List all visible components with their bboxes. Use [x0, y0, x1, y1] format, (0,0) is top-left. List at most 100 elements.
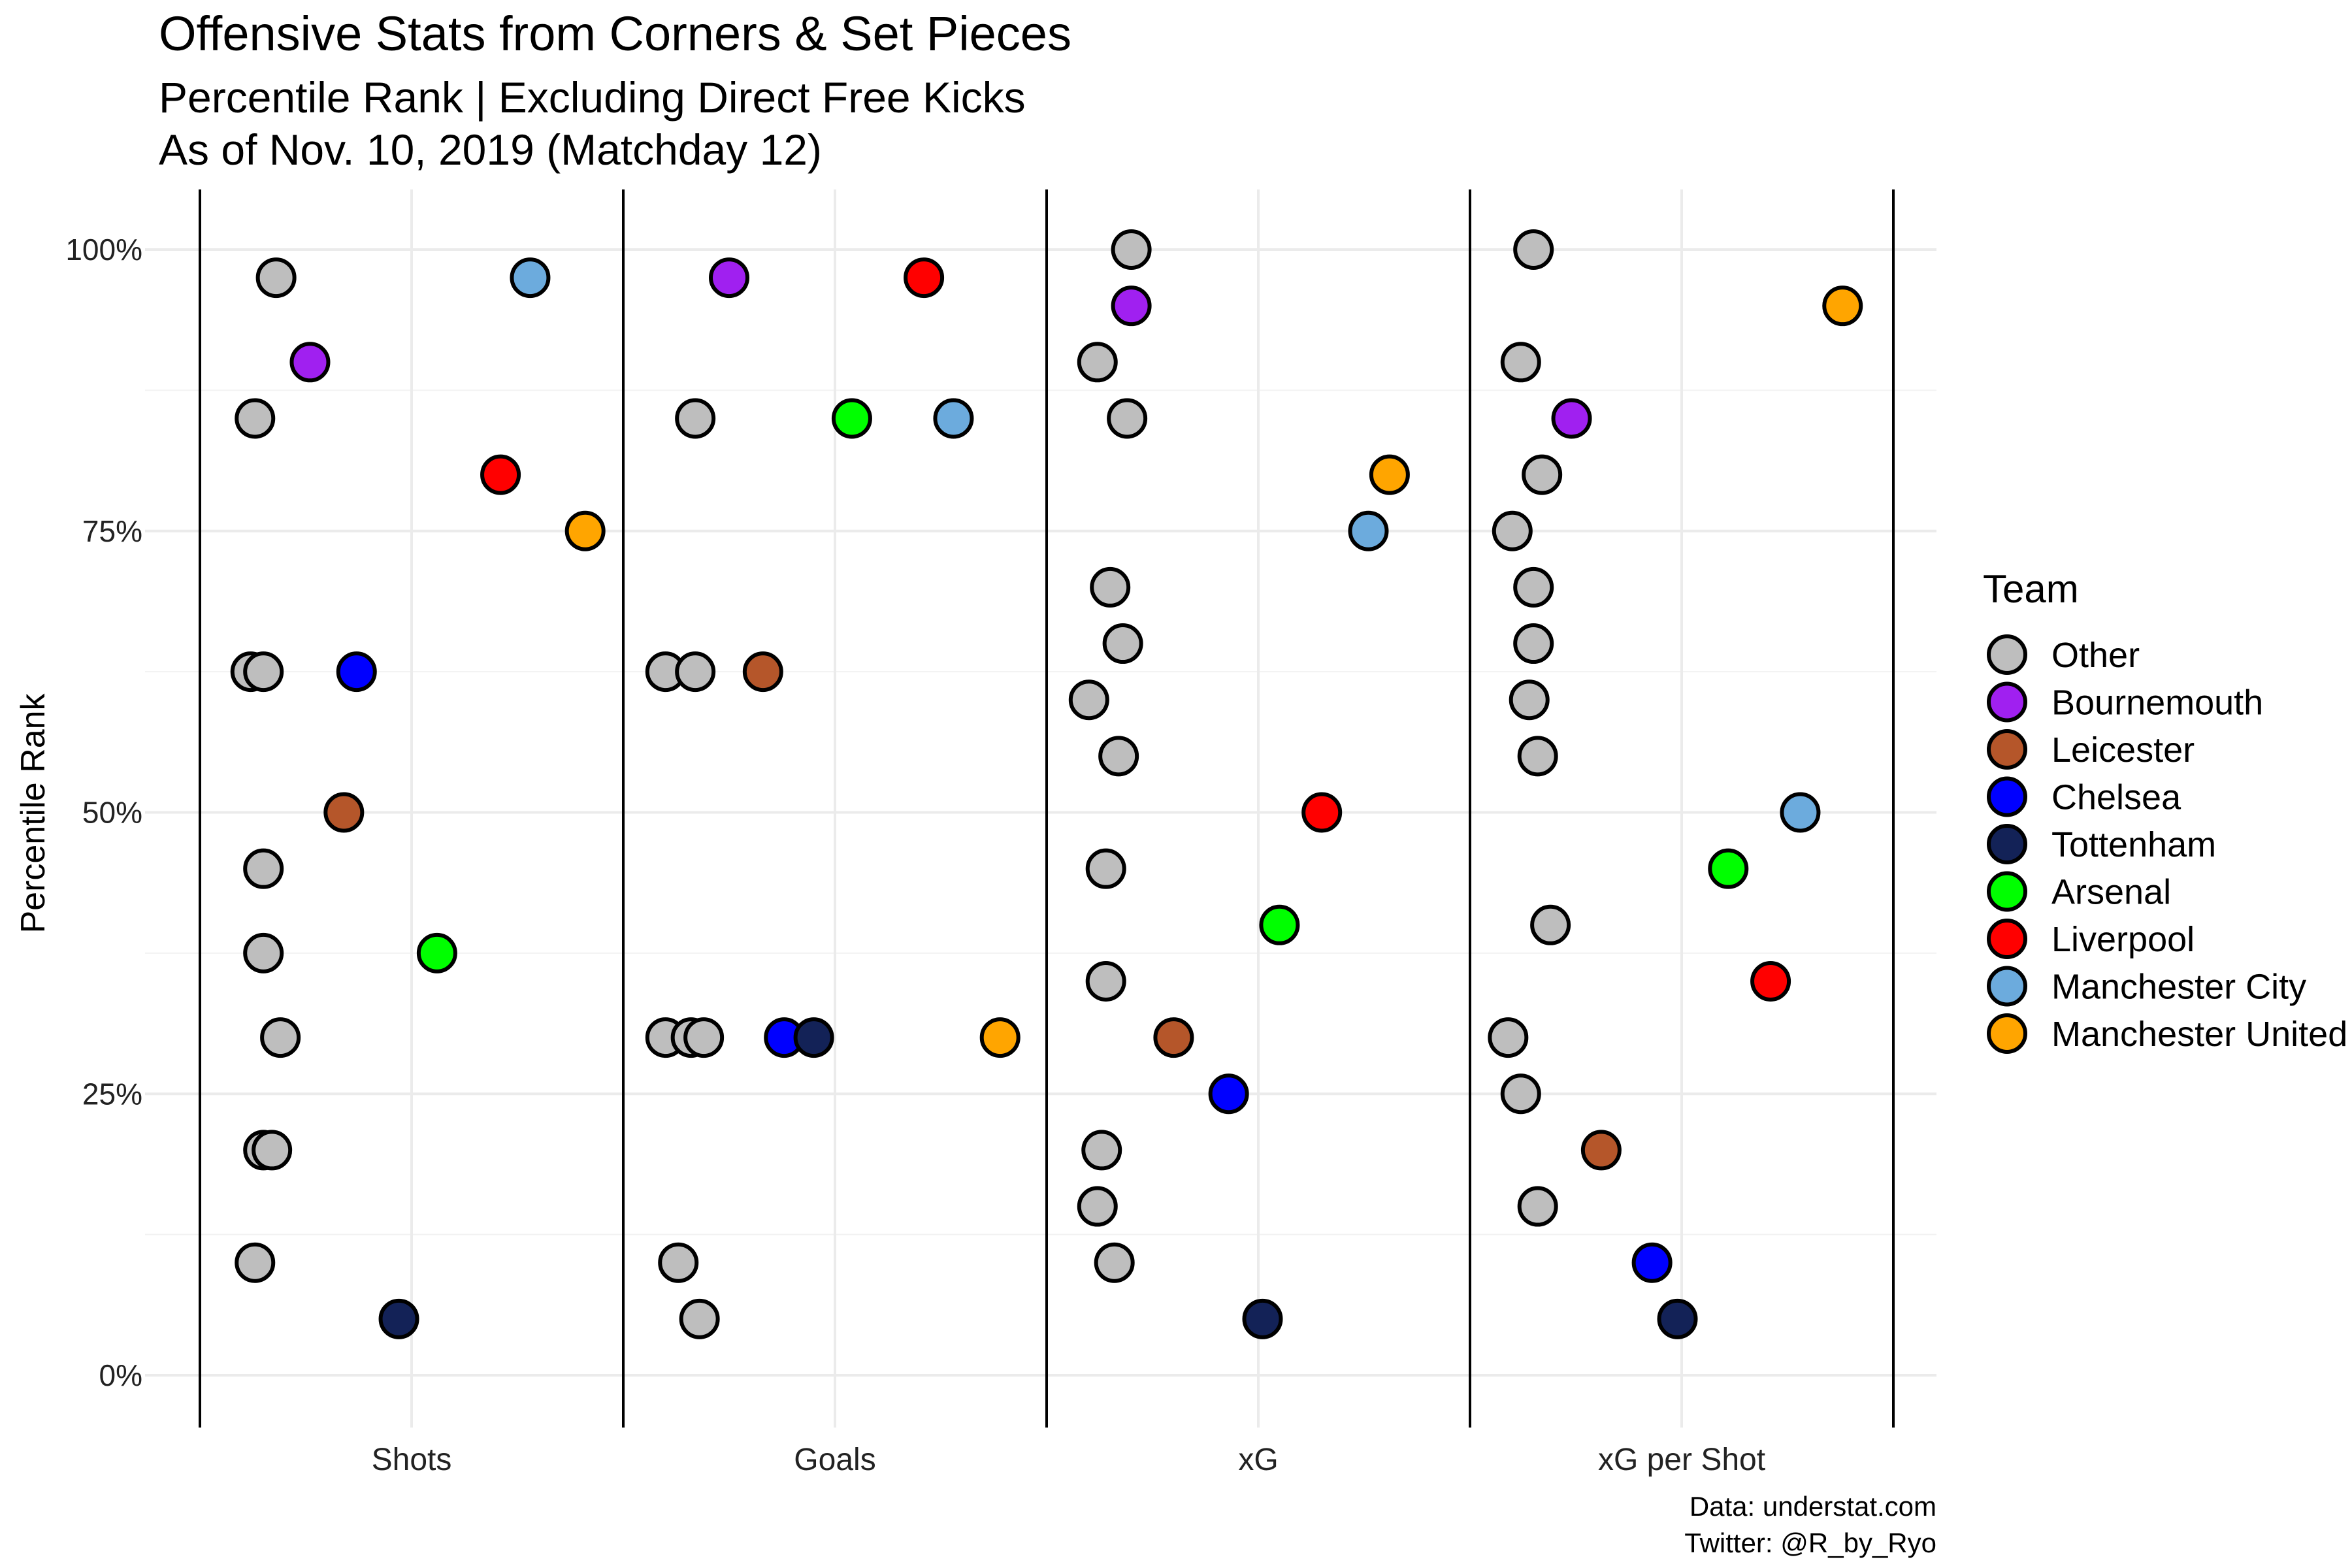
data-point	[1081, 1130, 1122, 1171]
data-point	[243, 651, 284, 693]
data-point	[235, 1242, 276, 1283]
data-point	[255, 257, 297, 299]
chart-title: Offensive Stats from Corners & Set Piece…	[159, 7, 1071, 61]
data-point	[1085, 848, 1126, 889]
y-tick-label: 50%	[82, 796, 142, 830]
data-point	[1780, 792, 1821, 833]
data-point	[416, 932, 457, 973]
legend-label: Arsenal	[2051, 873, 2171, 912]
caption-line-2: Twitter: @R_by_Ryo	[1684, 1527, 1936, 1558]
data-point	[323, 792, 365, 833]
data-point	[1488, 1017, 1529, 1058]
data-point	[1111, 286, 1152, 327]
data-points	[230, 229, 1863, 1339]
legend-label: Liverpool	[2051, 920, 2195, 959]
data-point	[675, 651, 716, 693]
chart-subtitle-line-1: Percentile Rank | Excluding Direct Free …	[159, 73, 1026, 122]
data-point	[1517, 1186, 1558, 1227]
legend-label: Manchester United	[2051, 1015, 2347, 1054]
legend-label: Manchester City	[2051, 968, 2306, 1007]
data-point	[1750, 960, 1791, 1002]
data-point	[1208, 1073, 1249, 1115]
data-point	[1242, 1298, 1283, 1339]
data-point	[1348, 510, 1389, 551]
x-category-label: Goals	[794, 1443, 875, 1477]
x-category-label: xG per Shot	[1598, 1443, 1765, 1477]
data-point	[831, 398, 872, 439]
data-point	[480, 454, 521, 495]
data-point	[1513, 229, 1554, 270]
legend-key	[1987, 681, 2027, 723]
data-point	[1708, 848, 1749, 889]
data-point	[979, 1017, 1021, 1058]
data-point	[1098, 736, 1139, 777]
data-point	[1153, 1017, 1194, 1058]
data-point	[1090, 566, 1131, 608]
data-point	[1077, 1186, 1118, 1227]
data-point	[1513, 623, 1554, 664]
data-point	[742, 651, 783, 693]
data-point	[1077, 342, 1118, 383]
caption-line-1: Data: understat.com	[1690, 1491, 1936, 1522]
legend-key	[1987, 776, 2027, 817]
y-tick-label: 25%	[82, 1077, 142, 1111]
legend: Team Other Bournemouth Leicester Chelsea Tot…	[1983, 567, 2347, 1054]
data-point	[709, 257, 749, 299]
facet-separators	[199, 189, 1895, 1428]
data-point	[1301, 792, 1343, 833]
data-point	[243, 848, 284, 889]
data-point	[336, 651, 377, 693]
data-point	[1111, 229, 1152, 270]
data-point	[260, 1017, 301, 1058]
y-axis-label: Percentile Rank	[14, 693, 52, 933]
legend-key	[1987, 824, 2027, 864]
data-point	[1513, 566, 1554, 608]
legend-label: Other	[2051, 636, 2140, 675]
data-point	[243, 932, 284, 973]
grid	[145, 189, 1936, 1428]
data-point	[658, 1242, 699, 1283]
data-point	[933, 398, 974, 439]
data-point	[1500, 342, 1541, 383]
legend-label: Leicester	[2051, 730, 2195, 770]
data-point	[1492, 510, 1533, 551]
data-point	[1102, 623, 1143, 664]
legend-label: Chelsea	[2051, 778, 2181, 817]
legend-title: Team	[1983, 567, 2079, 611]
data-point	[1551, 398, 1592, 439]
x-category-labels: Shots Goals xG xG per Shot	[372, 1443, 1765, 1477]
data-point	[1631, 1242, 1673, 1283]
legend-label: Bournemouth	[2051, 683, 2263, 723]
legend-key	[1987, 729, 2027, 770]
data-point	[235, 398, 276, 439]
data-point	[1085, 960, 1126, 1002]
data-point	[1259, 904, 1300, 945]
data-point	[1094, 1242, 1135, 1283]
data-point	[1657, 1298, 1698, 1339]
data-point	[1107, 398, 1148, 439]
legend-key	[1987, 1013, 2027, 1054]
data-point	[1369, 454, 1410, 495]
data-point	[378, 1298, 419, 1339]
data-point	[793, 1017, 834, 1058]
data-point	[675, 398, 716, 439]
y-tick-label: 100%	[65, 233, 142, 267]
data-point	[1822, 286, 1863, 327]
x-category-label: xG	[1238, 1443, 1278, 1477]
legend-key	[1987, 634, 2027, 675]
data-point	[1500, 1073, 1541, 1115]
data-point	[1522, 454, 1563, 495]
data-point	[679, 1298, 720, 1339]
data-point	[252, 1130, 293, 1171]
chart-subtitle-line-2: As of Nov. 10, 2019 (Matchday 12)	[159, 125, 822, 174]
legend-label: Tottenham	[2051, 825, 2216, 864]
data-point	[1530, 904, 1571, 945]
data-point	[1068, 679, 1109, 721]
legend-key	[1987, 919, 2027, 959]
data-point	[1509, 679, 1550, 721]
data-point	[1580, 1130, 1622, 1171]
x-category-label: Shots	[372, 1443, 452, 1477]
y-tick-labels: 0% 25% 50% 75% 100%	[65, 233, 142, 1392]
data-point	[904, 257, 945, 299]
